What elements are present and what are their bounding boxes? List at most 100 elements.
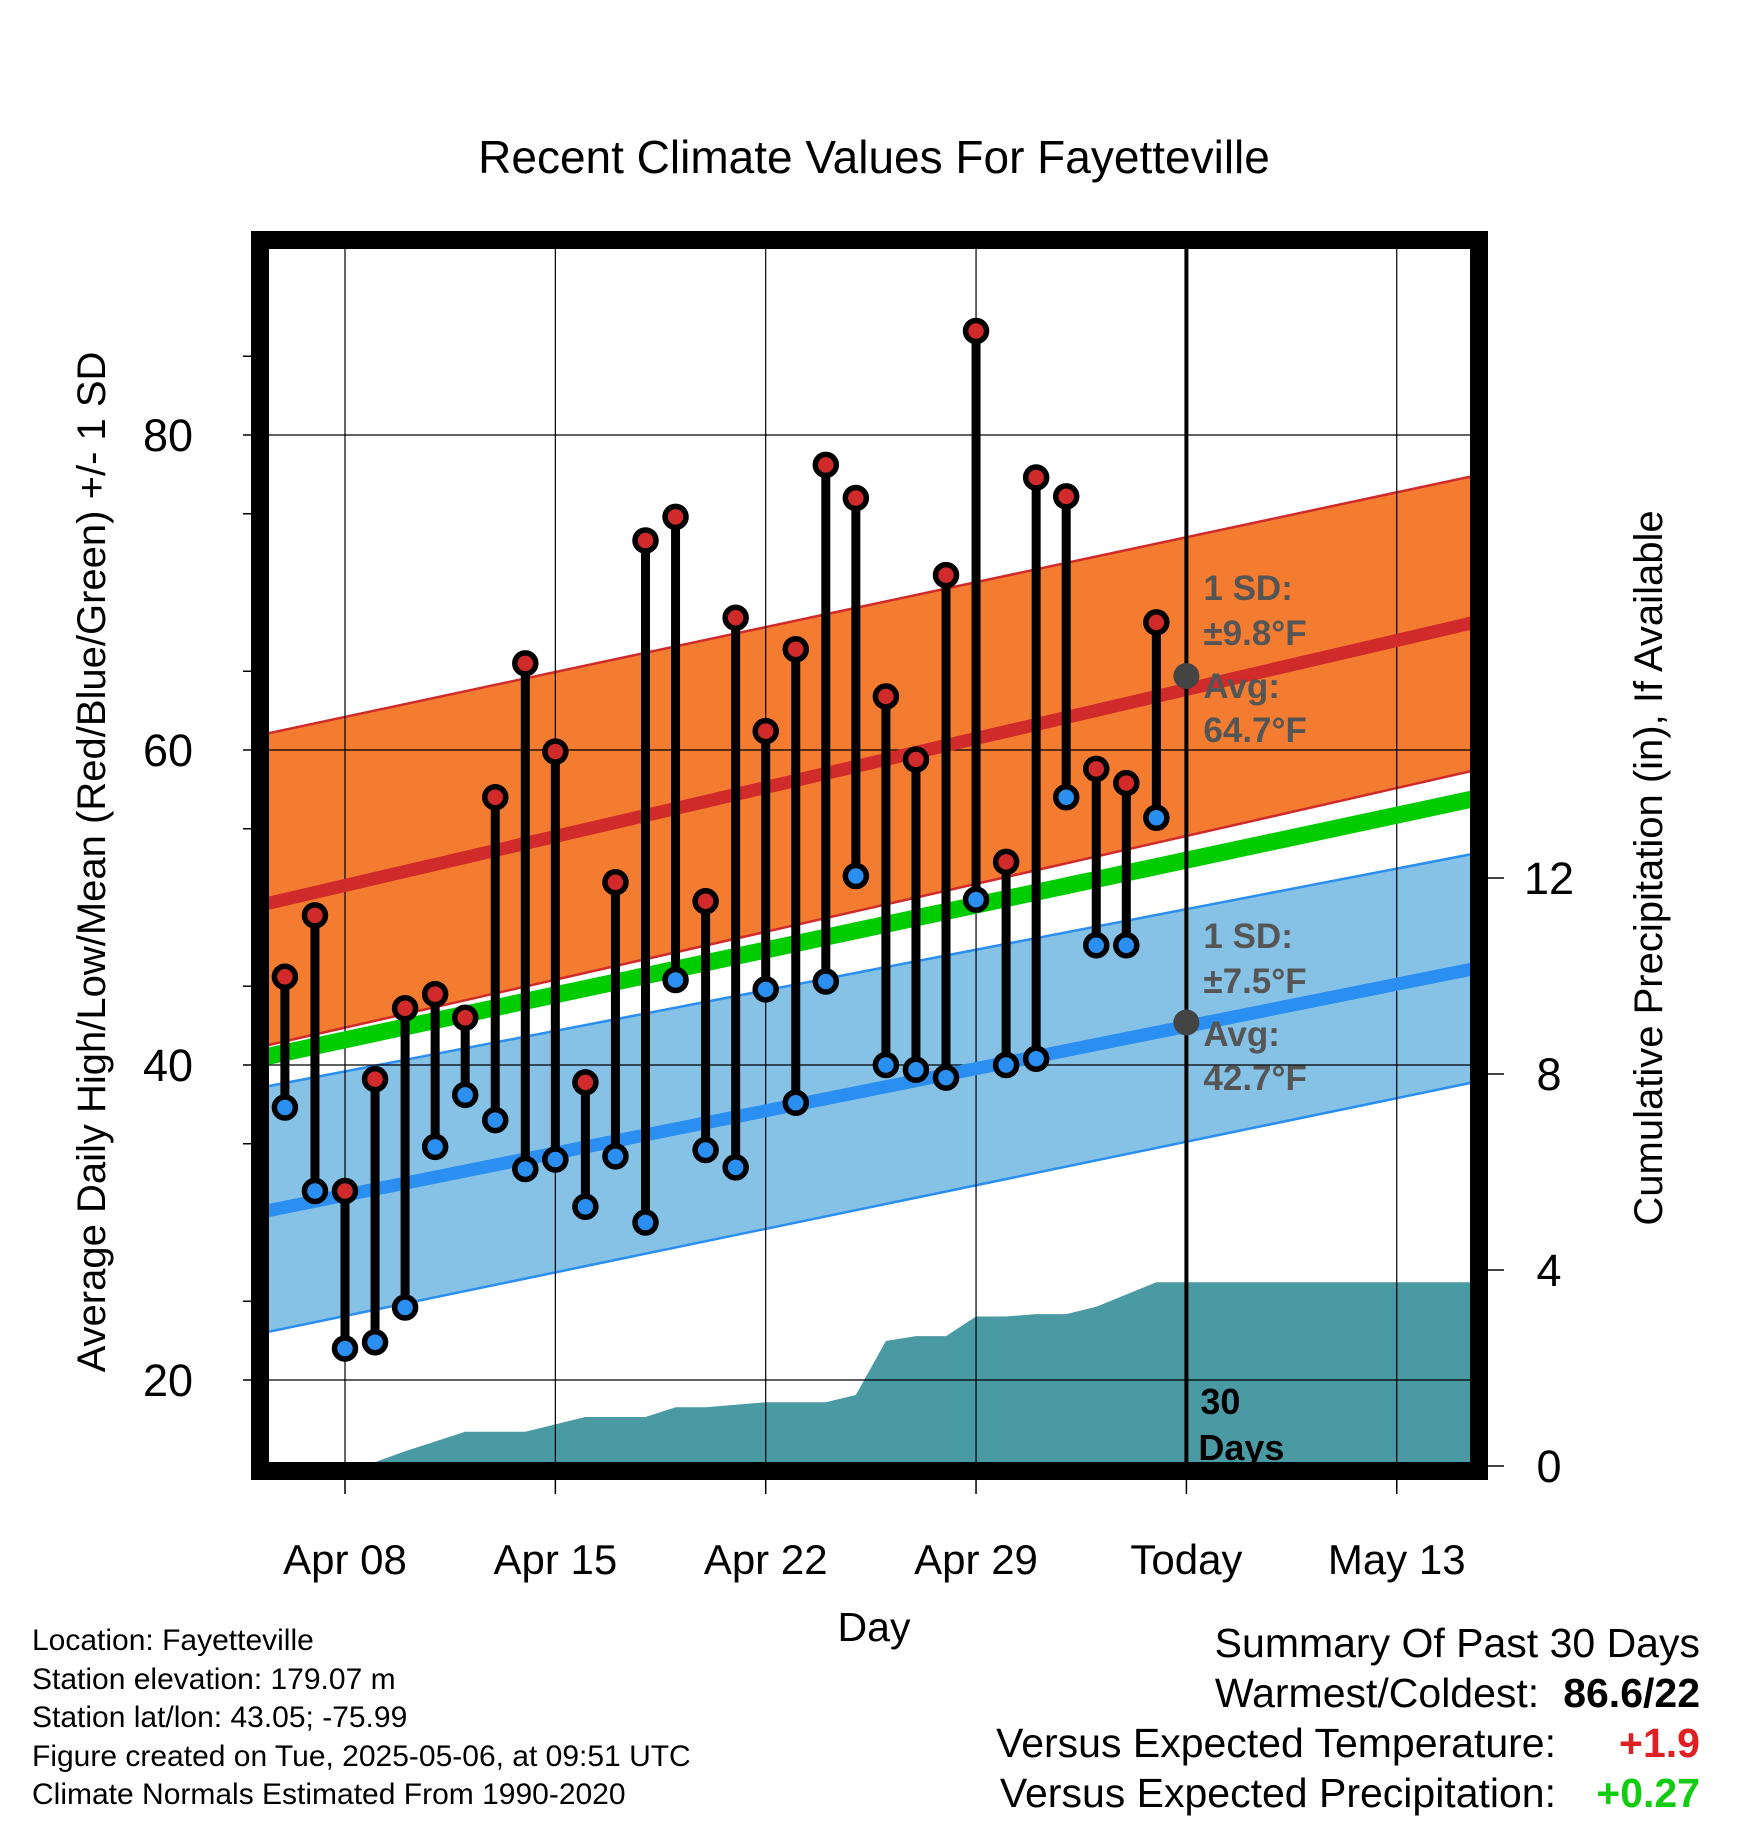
y-tick-label: 20 (143, 1355, 193, 1406)
days-count-label: 30 (1200, 1381, 1240, 1422)
daily-high-marker (451, 1004, 479, 1031)
daily-low-marker (542, 1146, 569, 1173)
daily-high-marker (1022, 464, 1050, 491)
daily-high-marker (722, 604, 749, 631)
daily-high-marker (932, 561, 960, 589)
y-axis-label: Average Daily High/Low/Mean (Red/Blue/Gr… (70, 352, 114, 1373)
x-tick-label: Today (1130, 1536, 1242, 1583)
high-avg-line (265, 615, 1474, 911)
created-text: Figure created on Tue, 2025-05-06, at 09… (32, 1739, 691, 1773)
y-tick-label: 80 (143, 410, 193, 461)
y2-axis-label: Cumulative Precipitation (in), If Availa… (1627, 510, 1671, 1225)
y2-tick-label: 8 (1536, 1049, 1561, 1100)
station-info: Location: Fayetteville Station elevation… (32, 1622, 691, 1815)
high-sd-upper-line (265, 474, 1474, 736)
daily-low-marker (782, 1089, 809, 1117)
low-sd-value: ±7.5°F (1203, 962, 1306, 1001)
temp-value: +1.9 (1619, 1720, 1700, 1766)
daily-high-marker (1113, 769, 1140, 797)
daily-high-marker (1143, 609, 1170, 636)
low-sd-label: 1 SD: (1203, 917, 1292, 956)
daily-low-marker (301, 1177, 329, 1205)
daily-low-marker (872, 1051, 900, 1079)
today-high-avg-marker (1173, 662, 1200, 689)
high-sd-value: ±9.8°F (1203, 614, 1306, 653)
y-tick-label: 40 (143, 1040, 193, 1091)
summary-title: Summary Of Past 30 Days (1214, 1620, 1700, 1666)
daily-low-marker (1083, 932, 1110, 959)
daily-high-marker (872, 683, 900, 710)
daily-low-marker (1052, 784, 1080, 811)
daily-low-marker (572, 1193, 599, 1220)
warmest-label: Warmest/Coldest: (1214, 1670, 1540, 1716)
high-avg-value: 64.7°F (1203, 711, 1307, 750)
daily-high-marker (962, 317, 990, 345)
daily-low-marker (902, 1056, 930, 1083)
high-sd-lower-line (265, 769, 1474, 1048)
precip-row: Versus Expected Precipitation: +0.27 (996, 1768, 1700, 1818)
daily-low-marker (662, 966, 689, 994)
warmest-value: 86.6/22 (1563, 1670, 1700, 1716)
daily-low-marker (602, 1143, 629, 1170)
low-sd-lower-line (265, 1080, 1474, 1334)
daily-low-marker (932, 1064, 960, 1091)
daily-low-marker (1113, 932, 1140, 959)
daily-low-marker (722, 1154, 749, 1181)
x-tick-label: Apr 15 (493, 1536, 617, 1583)
daily-low-marker (812, 968, 840, 995)
summary-panel: Summary Of Past 30 Days Warmest/Coldest:… (996, 1618, 1700, 1818)
elevation-text: Station elevation: 179.07 m (32, 1662, 396, 1696)
plot-frame (251, 231, 1488, 1480)
daily-low-marker (842, 862, 870, 890)
y-tick-label: 60 (143, 725, 193, 776)
daily-high-marker (782, 635, 809, 663)
daily-high-marker (992, 848, 1020, 876)
daily-high-marker (361, 1065, 389, 1093)
high-avg-label: Avg: (1203, 667, 1279, 706)
daily-low-marker (1022, 1045, 1050, 1072)
daily-low-marker (361, 1328, 389, 1356)
plot-area: 1 SD: ±9.8°F Avg: 64.7°F 1 SD: ±7.5°F Avg: 42.7… (70, 231, 1671, 1650)
daily-low-marker (421, 1133, 449, 1161)
daily-high-marker (572, 1069, 599, 1096)
y2-tick-label: 12 (1524, 853, 1574, 904)
daily-high-marker (692, 887, 719, 915)
y2-tick-label: 4 (1536, 1245, 1561, 1296)
y2-tick-label: 0 (1536, 1441, 1561, 1492)
daily-high-marker (1052, 483, 1080, 510)
daily-high-marker (482, 784, 509, 811)
precip-label: Versus Expected Precipitation: (999, 1770, 1556, 1816)
daily-low-marker (331, 1335, 359, 1362)
daily-high-marker (421, 980, 449, 1008)
low-avg-line (265, 962, 1474, 1218)
daily-high-marker (331, 1177, 359, 1205)
days-word-label: Days (1198, 1427, 1284, 1468)
daily-high-marker (391, 995, 419, 1022)
daily-low-marker (962, 886, 990, 913)
daily-low-marker (632, 1209, 659, 1236)
daily-low-marker (271, 1094, 299, 1121)
location-text: Location: Fayetteville (32, 1624, 314, 1657)
daily-high-marker (271, 963, 299, 991)
daily-low-marker (451, 1081, 479, 1109)
latlon-text: Station lat/lon: 43.05; -75.99 (32, 1701, 408, 1734)
high-sd-label: 1 SD: (1203, 569, 1292, 608)
precip-area (265, 1282, 1474, 1466)
x-tick-label: Apr 08 (283, 1536, 407, 1583)
daily-low-marker (1143, 804, 1170, 831)
daily-high-marker (812, 451, 840, 479)
x-tick-label: Apr 22 (704, 1536, 828, 1583)
x-axis-label: Day (838, 1604, 911, 1650)
today-low-avg-marker (1173, 1009, 1200, 1036)
plot-content (265, 245, 1474, 1466)
daily-high-marker (1083, 755, 1110, 783)
daily-low-marker (482, 1106, 509, 1134)
daily-low-marker (512, 1155, 539, 1183)
normals-text: Climate Normals Estimated From 1990-2020 (32, 1778, 626, 1811)
daily-high-marker (301, 902, 329, 929)
chart-title: Recent Climate Values For Fayetteville (478, 131, 1270, 183)
x-tick-label: Apr 29 (914, 1536, 1038, 1583)
x-tick-label: May 13 (1328, 1536, 1466, 1583)
daily-high-marker (602, 869, 629, 896)
